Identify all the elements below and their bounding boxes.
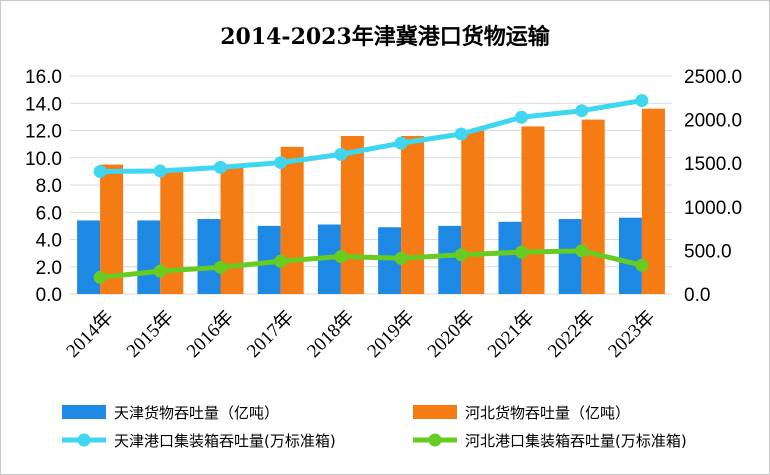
left-tick-label: 2.0: [36, 258, 62, 279]
line-point-series-3: [575, 244, 589, 258]
line-point-series-3: [394, 251, 408, 265]
lines: [93, 94, 649, 284]
left-tick-label: 10.0: [25, 149, 62, 170]
legend-label: 河北港口集装箱吞吐量(万标准箱): [465, 432, 687, 450]
legend-label: 天津港口集装箱吞吐量(万标准箱): [114, 432, 336, 450]
line-point-series-2: [635, 94, 649, 108]
line-point-series-2: [214, 160, 227, 174]
bar-series-0: [498, 221, 522, 294]
right-tick-label: 1000.0: [684, 198, 742, 219]
left-tick-label: 16.0: [25, 67, 62, 88]
left-tick-label: 4.0: [36, 231, 62, 252]
x-tick-label: 2017年: [242, 306, 298, 362]
right-axis-ticks: 0.0 500.0 1000.0 1500.0 2000.0 2500.0: [684, 67, 742, 306]
left-tick-label: 12.0: [25, 122, 62, 143]
line-point-series-2: [334, 147, 348, 161]
bar-series-1: [581, 119, 605, 294]
x-tick-label: 2018年: [303, 306, 359, 362]
bar-series-1: [401, 135, 425, 294]
line-point-series-3: [515, 245, 528, 259]
bar-series-1: [100, 164, 124, 294]
line-point-series-2: [454, 127, 468, 141]
bar-series-0: [438, 225, 462, 294]
bar-series-1: [521, 126, 545, 294]
left-tick-label: 6.0: [36, 203, 62, 224]
bar-series-0: [197, 219, 221, 294]
x-tick-label: 2021年: [483, 306, 539, 362]
left-tick-label: 0.0: [36, 285, 62, 306]
right-tick-label: 500.0: [684, 241, 732, 262]
right-tick-label: 1500.0: [684, 154, 742, 175]
right-tick-label: 2500.0: [684, 67, 742, 88]
bar-series-1: [641, 108, 665, 294]
line-point-series-3: [93, 270, 107, 284]
line-point-series-3: [635, 258, 649, 272]
right-tick-label: 0.0: [684, 285, 710, 306]
line-point-series-2: [575, 104, 589, 118]
x-tick-label: 2014年: [62, 306, 118, 362]
line-point-series-2: [153, 164, 167, 178]
x-tick-label: 2016年: [182, 306, 238, 362]
x-tick-label: 2020年: [423, 306, 479, 362]
legend-marker-3: [428, 433, 442, 447]
line-point-series-3: [274, 254, 288, 268]
x-tick-label: 2022年: [543, 306, 599, 362]
left-tick-label: 8.0: [36, 176, 62, 197]
x-tick-label: 2019年: [363, 306, 419, 362]
right-tick-label: 2000.0: [684, 111, 742, 132]
line-point-series-3: [214, 260, 227, 274]
line-point-series-2: [394, 136, 408, 150]
bar-series-0: [137, 220, 161, 294]
bar-series-0: [558, 219, 582, 294]
line-point-series-3: [454, 248, 468, 262]
line-point-series-2: [515, 110, 528, 124]
x-axis-ticks: 2014年 2015年 2016年 2017年 2018年 2019年 2020年 2021年…: [62, 306, 660, 362]
line-series-3: [99, 248, 643, 280]
legend-label: 天津货物吞吐量（亿吨）: [114, 404, 279, 422]
line-point-series-3: [153, 264, 167, 278]
legend-swatch-1: [413, 405, 457, 419]
left-tick-label: 14.0: [25, 94, 62, 115]
line-point-series-2: [274, 156, 288, 170]
chart-title: 2014-2023年津冀港口货物运输: [220, 24, 551, 50]
bar-series-1: [461, 130, 485, 294]
line-series-2: [100, 98, 643, 174]
legend: 天津货物吞吐量（亿吨） 河北货物吞吐量（亿吨） 天津港口集装箱吞吐量(万标准箱) 河北…: [62, 404, 687, 450]
bar-series-1: [160, 171, 184, 294]
bar-series-1: [280, 146, 304, 294]
legend-label: 河北货物吞吐量（亿吨）: [465, 404, 630, 422]
legend-swatch-0: [62, 405, 106, 419]
line-point-series-3: [334, 250, 348, 264]
bar-series-0: [618, 217, 642, 294]
legend-marker-2: [77, 433, 91, 447]
left-axis-ticks: 0.0 2.0 4.0 6.0 8.0 10.0 12.0 14.0 16.0: [25, 67, 62, 306]
bar-series-0: [378, 227, 402, 294]
x-tick-label: 2015年: [122, 306, 178, 362]
bar-series-0: [77, 220, 101, 294]
bar-series-1: [220, 165, 244, 294]
x-tick-label: 2023年: [604, 306, 660, 362]
bars: [77, 108, 665, 294]
line-point-series-2: [93, 164, 107, 178]
